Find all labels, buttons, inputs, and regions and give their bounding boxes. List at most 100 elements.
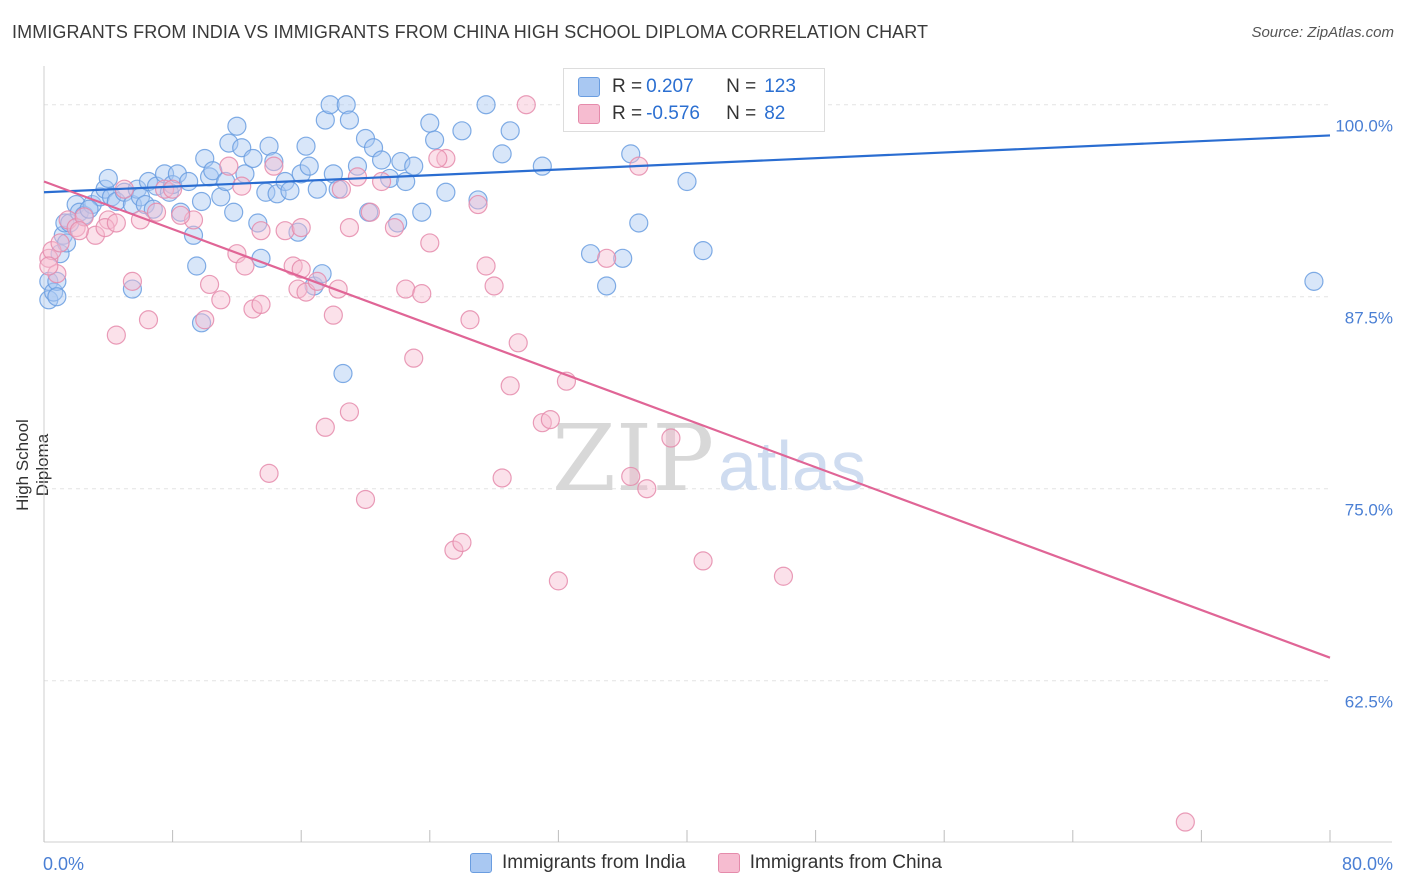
- trend-line-china: [43, 180, 1331, 659]
- point-india: [391, 151, 411, 172]
- point-india: [227, 116, 247, 136]
- point-india: [167, 164, 188, 184]
- point-china: [39, 248, 59, 268]
- source-label: Source: ZipAtlas.com: [1251, 24, 1394, 41]
- legend-n-label: N =: [726, 76, 757, 97]
- point-china: [323, 305, 343, 325]
- legend-swatch-india: [578, 77, 600, 97]
- point-china: [199, 274, 220, 295]
- point-china: [428, 148, 448, 169]
- point-china: [171, 205, 191, 225]
- point-india: [532, 156, 552, 176]
- point-india: [320, 95, 340, 115]
- point-china: [251, 294, 271, 314]
- point-china: [264, 156, 284, 176]
- point-china: [355, 489, 376, 510]
- trend-lines: [43, 134, 1331, 659]
- point-india: [412, 202, 432, 222]
- point-china: [328, 279, 348, 299]
- point-india: [315, 110, 335, 130]
- point-india: [291, 164, 311, 184]
- chart-title: IMMIGRANTS FROM INDIA VS IMMIGRANTS FROM…: [12, 22, 929, 42]
- tick-labels: 62.5% 75.0% 87.5% 100.0% 0.0% 80.0%: [43, 117, 1393, 874]
- legend-n-value-india: 123: [764, 76, 796, 97]
- point-india: [243, 148, 263, 169]
- point-china: [444, 540, 464, 560]
- point-china: [339, 402, 360, 422]
- point-india: [580, 244, 601, 264]
- point-india: [333, 363, 353, 384]
- point-india: [280, 181, 300, 201]
- point-china: [548, 571, 569, 591]
- point-india: [191, 191, 212, 212]
- point-india: [693, 241, 713, 261]
- point-china: [307, 271, 327, 291]
- point-china: [621, 466, 641, 487]
- series-india: [39, 95, 1324, 384]
- legend-item-china[interactable]: Immigrants from China: [717, 852, 942, 874]
- point-india: [500, 121, 520, 141]
- point-china: [1175, 812, 1195, 832]
- point-china: [492, 468, 512, 488]
- point-india: [47, 287, 67, 307]
- y-tick-label: 75.0%: [1345, 501, 1393, 520]
- point-china: [163, 179, 183, 199]
- point-india: [347, 156, 368, 176]
- point-china: [232, 176, 252, 196]
- point-china: [106, 213, 126, 233]
- x-tick-label: 0.0%: [43, 854, 84, 874]
- legend-row-india: R = 0.207 N = 123: [578, 74, 796, 100]
- point-india: [468, 190, 488, 210]
- legend-r-label: R =: [612, 76, 643, 97]
- point-india: [98, 168, 118, 189]
- legend-n-value-china: 82: [764, 103, 786, 124]
- y-tick-label: 62.5%: [1345, 693, 1393, 712]
- point-china: [235, 256, 255, 276]
- point-china: [452, 532, 472, 553]
- legend-item-india[interactable]: Immigrants from India: [470, 852, 686, 874]
- point-india: [339, 110, 360, 130]
- legend-r-value-india: 0.207: [646, 76, 694, 97]
- point-india: [211, 187, 231, 207]
- point-china: [484, 276, 504, 296]
- point-china: [460, 310, 480, 330]
- point-india: [299, 156, 319, 176]
- point-india: [492, 144, 512, 164]
- point-china: [371, 171, 392, 192]
- point-india: [183, 225, 204, 245]
- legend-swatch-india: [470, 853, 492, 873]
- correlation-legend: R = 0.207 N = 123 R = -0.576 N = 82: [563, 68, 825, 132]
- point-china: [412, 284, 432, 304]
- point-india: [191, 313, 212, 333]
- point-india: [179, 171, 199, 192]
- point-india: [420, 113, 440, 133]
- legend-n-label: N =: [726, 103, 757, 124]
- point-china: [211, 290, 231, 310]
- point-india: [122, 279, 143, 299]
- point-india: [613, 248, 633, 268]
- point-china: [95, 218, 115, 238]
- point-china: [597, 248, 617, 268]
- watermark-zip: ZIP: [552, 405, 714, 512]
- point-india: [629, 213, 649, 233]
- point-china: [331, 179, 351, 199]
- point-china: [516, 95, 536, 115]
- point-china: [154, 179, 175, 199]
- point-china: [693, 551, 713, 571]
- point-china: [47, 264, 67, 284]
- legend-swatch-china: [578, 104, 600, 124]
- point-china: [138, 310, 159, 330]
- point-india: [307, 179, 327, 199]
- y-tick-label: 100.0%: [1335, 117, 1393, 136]
- y-tick-label: 87.5%: [1345, 309, 1393, 328]
- point-india: [371, 150, 392, 170]
- point-china: [50, 233, 70, 253]
- point-india: [296, 136, 316, 156]
- legend-r-label: R =: [612, 103, 643, 124]
- point-china: [476, 256, 496, 276]
- point-india: [476, 95, 496, 115]
- point-india: [336, 95, 356, 115]
- point-china: [315, 417, 335, 437]
- point-india: [187, 256, 207, 276]
